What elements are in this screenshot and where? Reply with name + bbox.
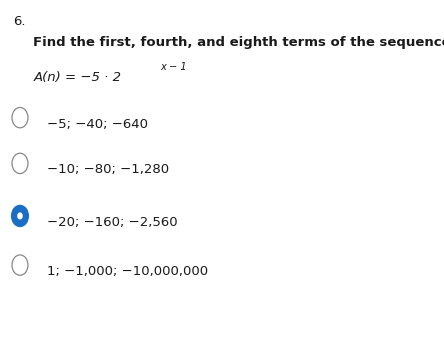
Ellipse shape [12, 255, 28, 275]
Text: A(n) = −5 · 2: A(n) = −5 · 2 [33, 71, 121, 84]
Ellipse shape [17, 212, 23, 220]
Text: 1; −1,000; −10,000,000: 1; −1,000; −10,000,000 [47, 265, 208, 278]
Text: −10; −80; −1,280: −10; −80; −1,280 [47, 163, 169, 176]
Ellipse shape [12, 107, 28, 128]
Text: Find the first, fourth, and eighth terms of the sequence.: Find the first, fourth, and eighth terms… [33, 36, 444, 48]
Ellipse shape [12, 206, 28, 226]
Ellipse shape [12, 153, 28, 174]
Text: x − 1: x − 1 [160, 62, 186, 72]
Text: 6.: 6. [13, 15, 26, 28]
Text: −5; −40; −640: −5; −40; −640 [47, 118, 147, 131]
Text: −20; −160; −2,560: −20; −160; −2,560 [47, 216, 177, 229]
